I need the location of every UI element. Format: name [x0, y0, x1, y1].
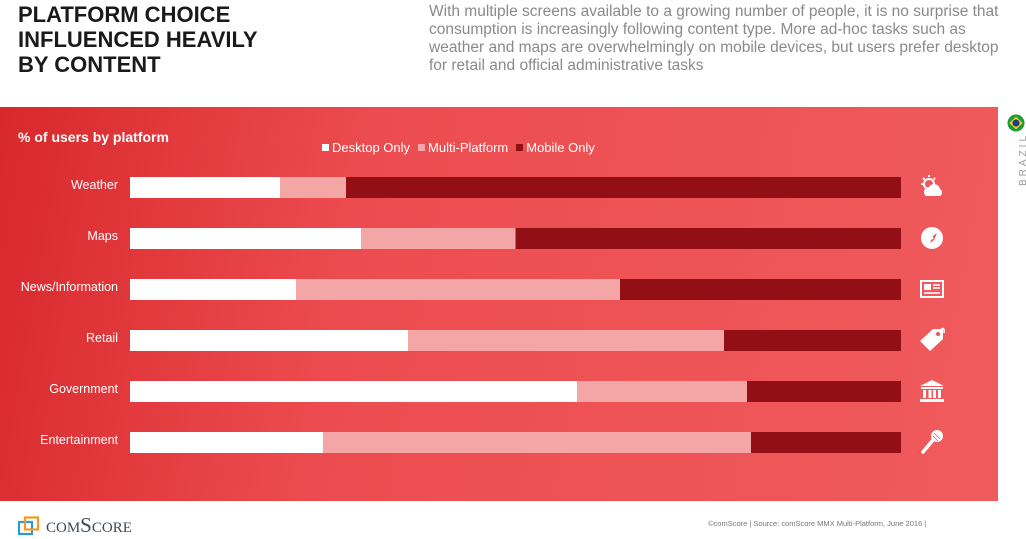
bar-segment-desktop-only	[130, 329, 408, 351]
weather-icon	[917, 174, 947, 200]
bar-segment-multi-platform	[407, 329, 724, 351]
chart-panel: % of users by platform Desktop Only Mult…	[0, 107, 998, 501]
category-label: Government	[49, 381, 118, 396]
bar-row	[130, 177, 901, 198]
bar-segment-desktop-only	[130, 177, 281, 198]
bar-row	[130, 278, 901, 300]
bar-row	[130, 329, 901, 351]
category-label: Weather	[70, 178, 118, 192]
intro-paragraph: With multiple screens available to a gro…	[429, 3, 999, 74]
bar-segment-desktop-only	[130, 431, 323, 453]
brazil-flag-icon	[1007, 114, 1025, 132]
bar-segment-multi-platform	[361, 227, 516, 249]
bar-segment-mobile-only	[515, 227, 901, 249]
chart-title: % of users by platform	[18, 129, 169, 145]
bar-segment-desktop-only	[130, 227, 362, 249]
source-note: ©comScore | Source: comScore MMX Multi-P…	[708, 519, 927, 528]
legend-swatch-desktop	[322, 144, 329, 151]
bar-segment-desktop-only	[130, 278, 296, 300]
bar-segment-mobile-only	[723, 329, 901, 351]
legend-swatch-multi-platform	[418, 144, 426, 151]
comscore-logo: comScore	[18, 513, 132, 538]
government-building-icon	[917, 378, 947, 404]
category-label: Entertainment	[40, 432, 118, 447]
compass-icon	[917, 225, 947, 251]
price-tag-icon	[917, 327, 947, 353]
bar-segment-multi-platform	[577, 380, 747, 402]
bar-segment-mobile-only	[750, 431, 901, 453]
bar-segment-multi-platform	[295, 278, 620, 300]
bar-row	[130, 227, 901, 249]
legend-item-mobile: Mobile Only	[516, 140, 595, 155]
newspaper-icon	[917, 276, 947, 302]
microphone-icon	[917, 429, 947, 455]
comscore-logo-icon	[18, 515, 40, 535]
legend-label-multi-platform: Multi-Platform	[428, 140, 509, 155]
bar-row	[130, 380, 901, 402]
legend-swatch-mobile	[516, 144, 524, 151]
legend-label-desktop: Desktop Only	[332, 140, 411, 155]
category-label: Retail	[86, 330, 118, 345]
bar-row	[130, 431, 901, 453]
bar-segment-mobile-only	[746, 380, 901, 402]
bar-segment-mobile-only	[619, 278, 901, 300]
bar-segment-mobile-only	[345, 177, 901, 198]
headline: PLATFORM CHOICE INFLUENCED HEAVILY BY CO…	[18, 2, 258, 77]
category-label: News/Information	[20, 279, 118, 294]
bar-segment-multi-platform	[322, 431, 751, 453]
logo-text: comScore	[46, 513, 132, 537]
bar-segment-multi-platform	[280, 177, 346, 198]
country-strip	[1004, 107, 1026, 501]
country-label: BRAZIL	[1018, 132, 1026, 186]
bar-segment-desktop-only	[130, 380, 578, 402]
legend-item-desktop: Desktop Only	[322, 140, 410, 155]
category-label: Maps	[87, 228, 118, 243]
legend-item-multi-platform: Multi-Platform	[418, 140, 508, 155]
legend-label-mobile: Mobile Only	[526, 140, 595, 155]
legend: Desktop Only Multi-Platform Mobile Only	[322, 140, 595, 155]
